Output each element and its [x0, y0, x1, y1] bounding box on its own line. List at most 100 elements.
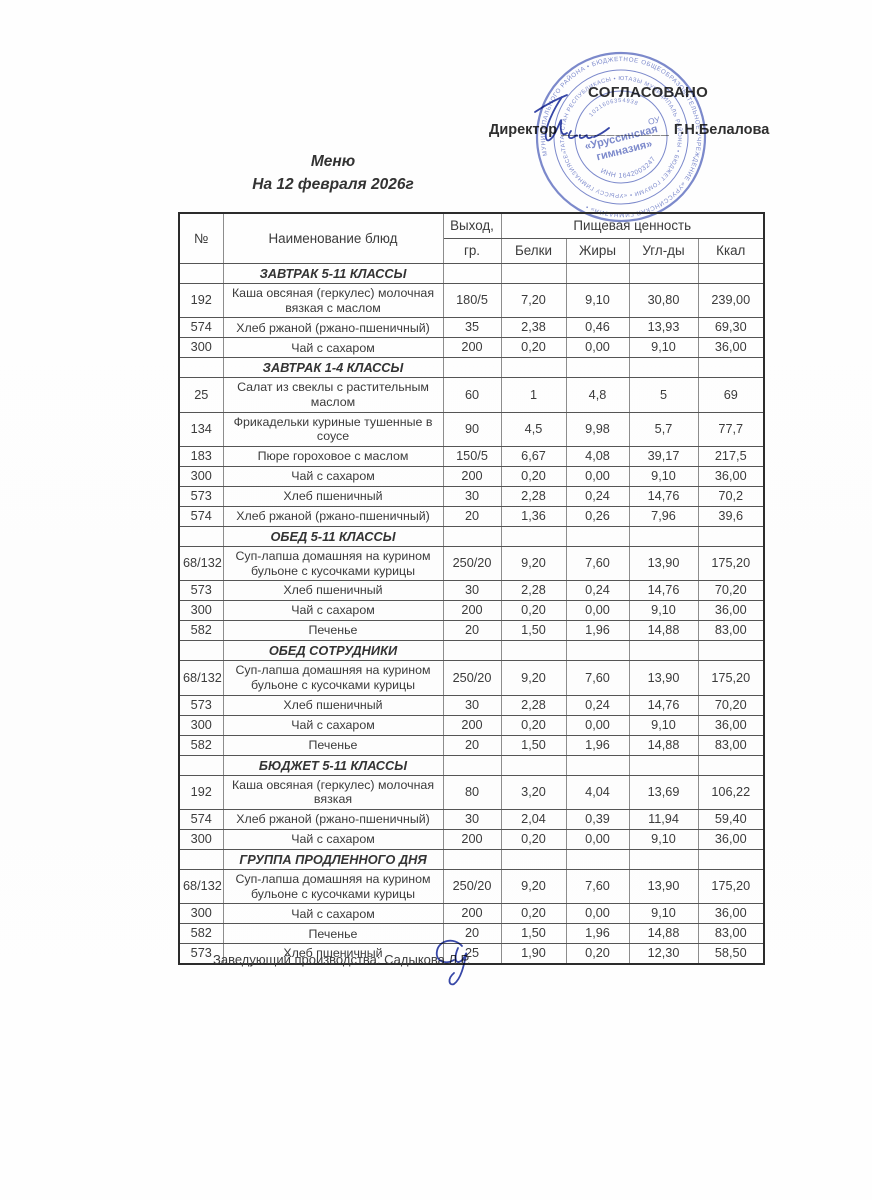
dish-fat-cell: 0,26: [565, 505, 630, 527]
dish-kcal-cell: 36,00: [697, 903, 765, 925]
dish-number-cell: 300: [178, 714, 224, 736]
dish-name-cell: Пюре гороховое с маслом: [222, 445, 444, 467]
dish-output-cell: 200: [442, 828, 502, 850]
title-line-1: Меню: [310, 153, 356, 170]
section-empty-cell: [697, 640, 765, 662]
dish-output-cell: 200: [442, 714, 502, 736]
dish-kcal-cell: 36,00: [697, 465, 765, 487]
dish-output-cell: 250/20: [442, 869, 502, 905]
dish-name-cell: Салат из свеклы с растительным маслом: [222, 377, 444, 413]
dish-protein-cell: 9,20: [500, 660, 567, 696]
section-empty-cell: [178, 640, 224, 662]
dish-name-cell: Хлеб ржаной (ржано-пшеничный): [222, 505, 444, 527]
dish-protein-cell: 1,50: [500, 620, 567, 642]
menu-table-body: ЗАВТРАК 5-11 КЛАССЫ 192 Каша овсяная (герк…: [178, 262, 765, 965]
section-empty-cell: [628, 357, 699, 379]
dish-kcal-cell: 58,50: [697, 943, 765, 965]
section-empty-cell: [442, 640, 502, 662]
section-empty-cell: [442, 262, 502, 285]
director-label: Директор: [489, 122, 558, 138]
dish-name-cell: Хлеб ржаной (ржано-пшеничный): [222, 808, 444, 830]
dish-row: 192 Каша овсяная (геркулес) молочная вязк…: [178, 283, 765, 319]
dish-number-cell: 300: [178, 337, 224, 359]
dish-number-cell: 300: [178, 600, 224, 622]
dish-row: 134 Фрикадельки куриные тушенные в соусе 9…: [178, 411, 765, 447]
dish-number-cell: 192: [178, 283, 224, 319]
dish-carbs-cell: 14,88: [628, 620, 699, 642]
section-empty-cell: [565, 848, 630, 871]
dish-row: 574 Хлеб ржаной (ржано-пшеничный) 20 1,36 0,…: [178, 505, 765, 527]
dish-carbs-cell: 13,90: [628, 869, 699, 905]
dish-output-cell: 180/5: [442, 283, 502, 319]
dish-carbs-cell: 39,17: [628, 445, 699, 467]
school-round-stamp-icon: МУНИЦИПАЛЬНОГО РАЙОНА • БЮДЖЕТНОЕ ОБЩЕОБ…: [532, 48, 710, 226]
dish-number-cell: 192: [178, 774, 224, 810]
dish-kcal-cell: 175,20: [697, 869, 765, 905]
section-row: ОБЕД СОТРУДНИКИ: [178, 640, 765, 662]
section-empty-cell: [628, 640, 699, 662]
dish-row: 300 Чай с сахаром 200 0,20 0,00 9,10 36,00: [178, 714, 765, 736]
dish-name-cell: Чай с сахаром: [222, 714, 444, 736]
dish-fat-cell: 9,10: [565, 283, 630, 319]
dish-carbs-cell: 9,10: [628, 828, 699, 850]
dish-name-cell: Суп-лапша домашняя на курином бульоне с …: [222, 660, 444, 696]
dish-row: 573 Хлеб пшеничный 30 2,28 0,24 14,76 70,20: [178, 580, 765, 602]
dish-carbs-cell: 11,94: [628, 808, 699, 830]
dish-output-cell: 250/20: [442, 660, 502, 696]
dish-output-cell: 20: [442, 505, 502, 527]
dish-number-cell: 574: [178, 317, 224, 339]
dish-row: 573 Хлеб пшеничный 30 2,28 0,24 14,76 70,20: [178, 694, 765, 716]
dish-protein-cell: 6,67: [500, 445, 567, 467]
dish-carbs-cell: 13,90: [628, 660, 699, 696]
table-header-row-1: № Наименование блюд Выход, Пищевая ценно…: [178, 212, 765, 264]
dish-output-cell: 250/20: [442, 546, 502, 582]
dish-kcal-cell: 36,00: [697, 600, 765, 622]
dish-kcal-cell: 69,30: [697, 317, 765, 339]
dish-carbs-cell: 9,10: [628, 600, 699, 622]
dish-kcal-cell: 36,00: [697, 828, 765, 850]
dish-fat-cell: 0,00: [565, 465, 630, 487]
dish-carbs-cell: 9,10: [628, 465, 699, 487]
dish-name-cell: Фрикадельки куриные тушенные в соусе: [222, 411, 444, 447]
section-title: ЗАВТРАК 5-11 КЛАССЫ: [222, 262, 444, 285]
dish-number-cell: 574: [178, 808, 224, 830]
dish-name-cell: Суп-лапша домашняя на курином бульоне с …: [222, 869, 444, 905]
dish-kcal-cell: 175,20: [697, 546, 765, 582]
dish-number-cell: 300: [178, 903, 224, 925]
section-empty-cell: [697, 848, 765, 871]
dish-row: 573 Хлеб пшеничный 30 2,28 0,24 14,76 70,2: [178, 485, 765, 507]
dish-row: 25 Салат из свеклы с растительным маслом 6…: [178, 377, 765, 413]
dish-name-cell: Хлеб пшеничный: [222, 943, 444, 965]
dish-row: 300 Чай с сахаром 200 0,20 0,00 9,10 36,00: [178, 903, 765, 925]
dish-output-cell: 150/5: [442, 445, 502, 467]
section-empty-cell: [565, 525, 630, 548]
dish-kcal-cell: 39,6: [697, 505, 765, 527]
dish-row: 183 Пюре гороховое с маслом 150/5 6,67 4,08 3…: [178, 445, 765, 467]
dish-kcal-cell: 83,00: [697, 923, 765, 945]
dish-protein-cell: 2,28: [500, 485, 567, 507]
dish-row: 68/132 Суп-лапша домашняя на курином буль…: [178, 660, 765, 696]
dish-name-cell: Чай с сахаром: [222, 337, 444, 359]
dish-kcal-cell: 59,40: [697, 808, 765, 830]
dish-row: 573 Хлеб пшеничный 25 1,90 0,20 12,30 58,50: [178, 943, 765, 965]
dish-output-cell: 60: [442, 377, 502, 413]
dish-name-cell: Хлеб ржаной (ржано-пшеничный): [222, 317, 444, 339]
dish-row: 300 Чай с сахаром 200 0,20 0,00 9,10 36,00: [178, 337, 765, 359]
section-empty-cell: [178, 848, 224, 871]
section-title: БЮДЖЕТ 5-11 КЛАССЫ: [222, 754, 444, 776]
section-empty-cell: [565, 262, 630, 285]
header-number: №: [178, 212, 224, 264]
dish-protein-cell: 2,04: [500, 808, 567, 830]
header-nutrition: Пищевая ценность: [500, 212, 765, 239]
dish-output-cell: 30: [442, 694, 502, 716]
dish-number-cell: 573: [178, 580, 224, 602]
dish-name-cell: Чай с сахаром: [222, 903, 444, 925]
section-empty-cell: [442, 525, 502, 548]
section-empty-cell: [500, 640, 567, 662]
dish-fat-cell: 1,96: [565, 923, 630, 945]
section-empty-cell: [500, 754, 567, 776]
dish-protein-cell: 2,28: [500, 694, 567, 716]
section-title: ГРУППА ПРОДЛЕННОГО ДНЯ: [222, 848, 444, 871]
section-title: ОБЕД СОТРУДНИКИ: [222, 640, 444, 662]
section-empty-cell: [565, 357, 630, 379]
